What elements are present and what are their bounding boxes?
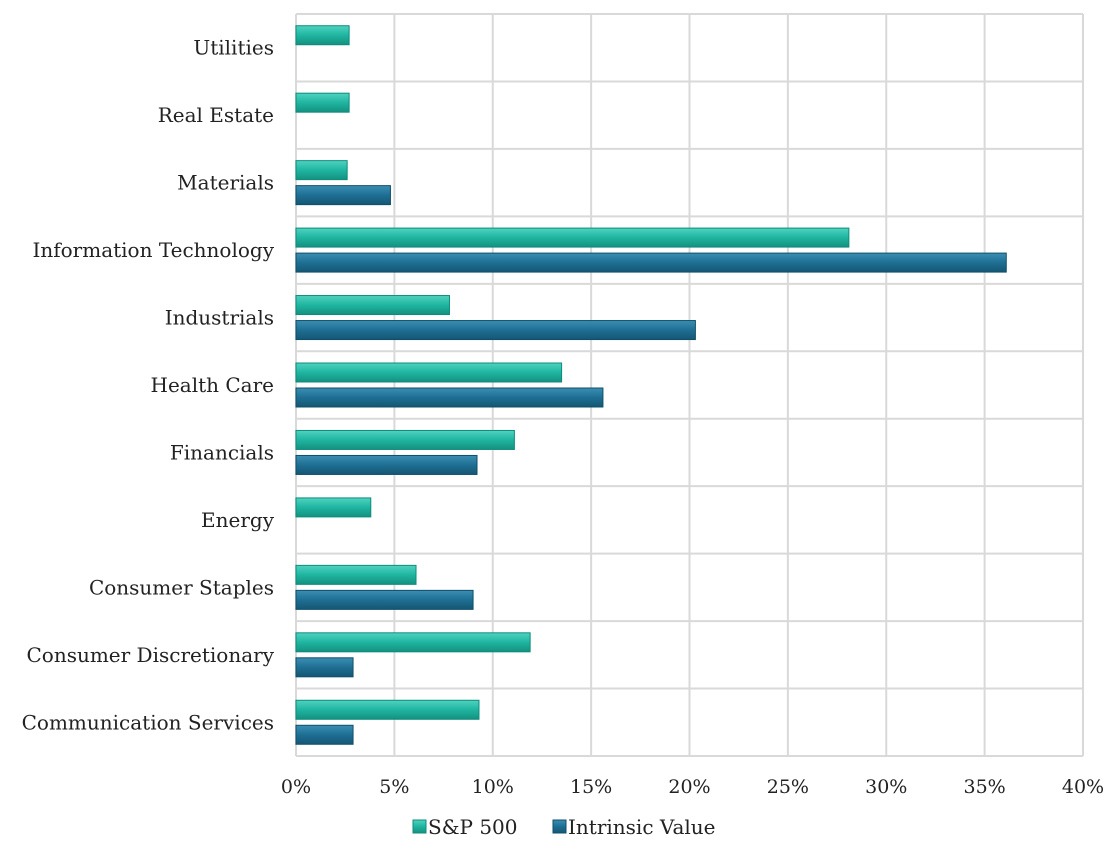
legend-label: Intrinsic Value [568, 815, 716, 839]
bar-sp500 [295, 632, 531, 653]
category-label: Industrials [165, 306, 274, 330]
x-tick-label: 15% [570, 776, 612, 798]
bar-sp500 [295, 227, 850, 248]
category-labels: Communication Services Consumer Discretio… [22, 36, 275, 735]
category-label: Consumer Discretionary [26, 643, 274, 667]
bar-intrinsic-value [295, 589, 474, 610]
bar-intrinsic-value [295, 320, 696, 341]
bar-sp500 [295, 564, 417, 585]
legend-swatch-sp500 [412, 819, 427, 834]
bar-sp500 [295, 160, 348, 181]
bars [295, 25, 1007, 745]
x-tick-label: 35% [964, 776, 1006, 798]
x-tick-label: 30% [865, 776, 907, 798]
bar-intrinsic-value [295, 454, 478, 475]
legend: S&P 500 Intrinsic Value [412, 815, 716, 839]
bar-sp500 [295, 497, 372, 518]
category-label: Consumer Staples [89, 575, 274, 599]
bar-sp500 [295, 92, 350, 113]
category-label: Communication Services [22, 710, 274, 734]
bar-sp500 [295, 699, 480, 720]
category-label: Real Estate [158, 103, 274, 127]
x-tick-label: 25% [767, 776, 809, 798]
x-tick-label: 40% [1062, 776, 1104, 798]
x-tick-label: 0% [281, 776, 311, 798]
category-label: Information Technology [32, 238, 274, 262]
category-label: Financials [170, 440, 274, 464]
bar-intrinsic-value [295, 724, 354, 745]
legend-label: S&P 500 [428, 815, 518, 839]
category-label: Energy [201, 508, 275, 532]
bar-intrinsic-value [295, 252, 1007, 273]
category-label: Health Care [151, 373, 275, 397]
category-label: Materials [177, 171, 274, 195]
gridlines [295, 13, 1084, 757]
bar-sp500 [295, 25, 350, 46]
bar-intrinsic-value [295, 185, 391, 206]
bar-intrinsic-value [295, 657, 354, 678]
bar-sp500 [295, 429, 515, 450]
bar-sp500 [295, 295, 450, 316]
bar-sp500 [295, 362, 563, 383]
x-tick-label: 10% [472, 776, 514, 798]
x-axis-tick-labels: 0% 5% 10% 15% 20% 25% 30% 35% 40% [281, 776, 1104, 798]
category-label: Utilities [193, 36, 274, 60]
legend-swatch-intrinsic-value [552, 819, 567, 834]
x-tick-label: 20% [668, 776, 710, 798]
bar-intrinsic-value [295, 387, 604, 408]
x-tick-label: 5% [379, 776, 409, 798]
